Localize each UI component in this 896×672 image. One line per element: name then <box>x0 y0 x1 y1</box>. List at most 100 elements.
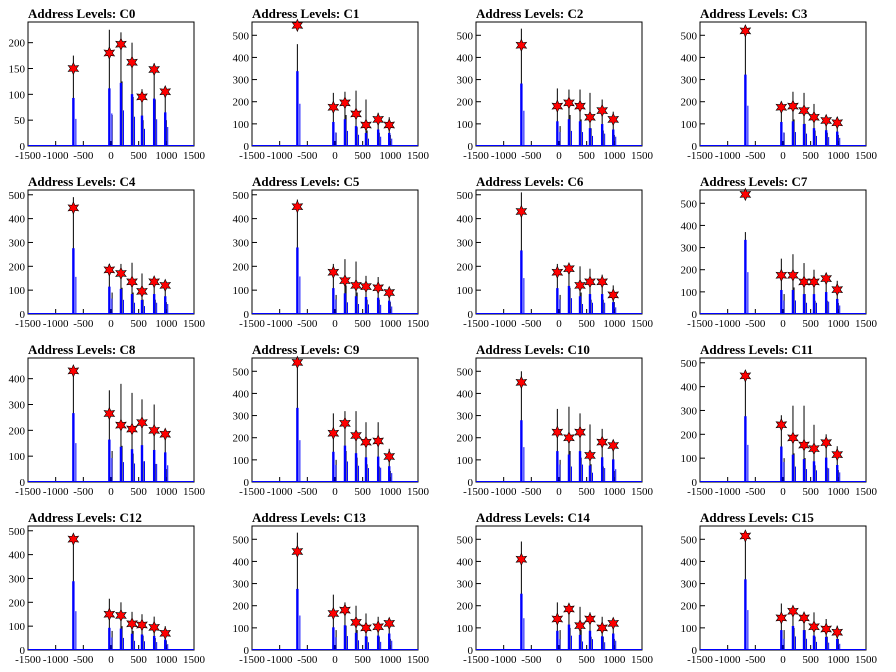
peak-marker <box>596 275 609 289</box>
x-tick-label: -500 <box>521 150 542 162</box>
x-tick-label: 500 <box>130 318 147 330</box>
peak-marker <box>136 284 148 299</box>
peak-marker <box>383 616 396 631</box>
y-tick-label: 100 <box>681 453 698 465</box>
peak-bar <box>824 130 828 146</box>
x-tick-label: 0 <box>332 486 338 498</box>
peak-marker <box>820 113 833 128</box>
peak-bar <box>376 635 380 650</box>
chart-title: Address Levels: C11 <box>700 342 813 357</box>
peak-bar <box>332 121 335 146</box>
y-tick-label: 400 <box>457 388 474 400</box>
x-tick-label: 500 <box>802 654 819 666</box>
peak-bar <box>164 452 167 482</box>
chart-panel-c3: Address Levels: C30100200300400500-1500-… <box>681 6 878 162</box>
x-tick-label: -500 <box>297 318 318 330</box>
peak-marker <box>739 24 752 38</box>
y-tick-label: 400 <box>681 556 698 568</box>
peak-marker <box>787 604 799 618</box>
x-tick-label: -1000 <box>267 150 293 162</box>
y-tick-label: 200 <box>233 601 250 613</box>
peak-bar <box>130 294 134 314</box>
peak-marker <box>115 37 127 51</box>
y-tick-label: 300 <box>233 237 250 249</box>
peak-marker <box>67 532 80 546</box>
x-tick-label: -1500 <box>463 318 489 330</box>
peak-bar <box>588 128 592 146</box>
peak-bar <box>130 633 134 650</box>
y-tick-label: 0 <box>20 141 26 153</box>
x-tick-label: -500 <box>73 486 94 498</box>
peak-marker <box>607 112 620 127</box>
x-tick-label: 0 <box>108 654 114 666</box>
peak-bar <box>567 624 571 650</box>
x-tick-label: -500 <box>745 318 766 330</box>
peak-bar <box>388 132 391 146</box>
peak-bar <box>130 449 134 482</box>
x-tick-label: -1000 <box>491 486 517 498</box>
x-tick-label: 1000 <box>603 654 626 666</box>
peak-marker <box>584 448 596 463</box>
y-tick-label: 300 <box>9 237 26 249</box>
x-tick-label: -1500 <box>687 318 713 330</box>
chart-title: Address Levels: C4 <box>28 174 136 189</box>
peak-bar <box>744 416 747 482</box>
peak-marker <box>148 620 161 635</box>
y-tick-label: 100 <box>681 287 698 299</box>
plot-frame <box>699 189 867 315</box>
x-tick-label: 0 <box>108 486 114 498</box>
x-tick-label: 1000 <box>155 654 178 666</box>
x-tick-label: 0 <box>556 318 562 330</box>
peak-bar <box>152 98 156 146</box>
y-tick-label: 400 <box>9 550 26 562</box>
y-tick-label: 100 <box>457 455 474 467</box>
peak-marker <box>798 611 810 625</box>
y-tick-label: 300 <box>233 75 250 87</box>
y-tick-label: 200 <box>457 97 474 109</box>
y-tick-label: 500 <box>457 534 474 546</box>
x-tick-label: 500 <box>802 150 819 162</box>
plot-frame <box>251 525 419 651</box>
peak-marker <box>159 278 172 293</box>
peak-marker <box>103 406 116 421</box>
peak-bar <box>600 636 604 650</box>
peak-bar <box>119 82 123 146</box>
y-tick-label: 300 <box>457 411 474 423</box>
y-tick-label: 100 <box>9 285 26 297</box>
chart-panel-c10: Address Levels: C10 0 100 200 300 400 500 -1500… <box>457 342 654 498</box>
peak-bar <box>72 581 75 650</box>
peak-marker <box>808 275 820 289</box>
peak-bar <box>164 112 167 146</box>
peak-bar <box>588 294 592 314</box>
x-tick-label: -1500 <box>687 486 713 498</box>
peak-bar <box>600 294 604 314</box>
x-tick-label: 1500 <box>855 654 878 666</box>
peak-marker <box>291 199 304 214</box>
peak-bar <box>824 636 828 650</box>
y-tick-label: 500 <box>681 534 698 546</box>
peak-bar <box>578 121 582 146</box>
peak-bar <box>343 445 347 482</box>
x-tick-label: 500 <box>130 654 147 666</box>
x-tick-label: -500 <box>73 318 94 330</box>
chart-panel-c8: Address Levels: C8 0 100 200 300 400 -1500 -100… <box>9 342 206 498</box>
y-tick-label: 500 <box>233 366 250 378</box>
chart-title: Address Levels: C6 <box>476 174 584 189</box>
peak-marker <box>739 369 752 383</box>
y-tick-label: 400 <box>457 556 474 568</box>
peak-bar <box>140 634 144 650</box>
peak-bar <box>567 285 571 314</box>
x-tick-label: 1000 <box>827 150 850 162</box>
peak-marker <box>775 268 788 282</box>
peak-marker <box>126 422 138 436</box>
x-tick-label: -500 <box>745 150 766 162</box>
x-tick-label: -1000 <box>267 654 293 666</box>
x-tick-label: 500 <box>354 150 371 162</box>
peak-marker <box>515 38 528 52</box>
y-tick-label: 0 <box>692 645 698 657</box>
peak-bar <box>812 294 816 314</box>
y-tick-label: 500 <box>457 30 474 42</box>
x-tick-label: 1000 <box>155 486 178 498</box>
peak-marker <box>126 55 138 70</box>
